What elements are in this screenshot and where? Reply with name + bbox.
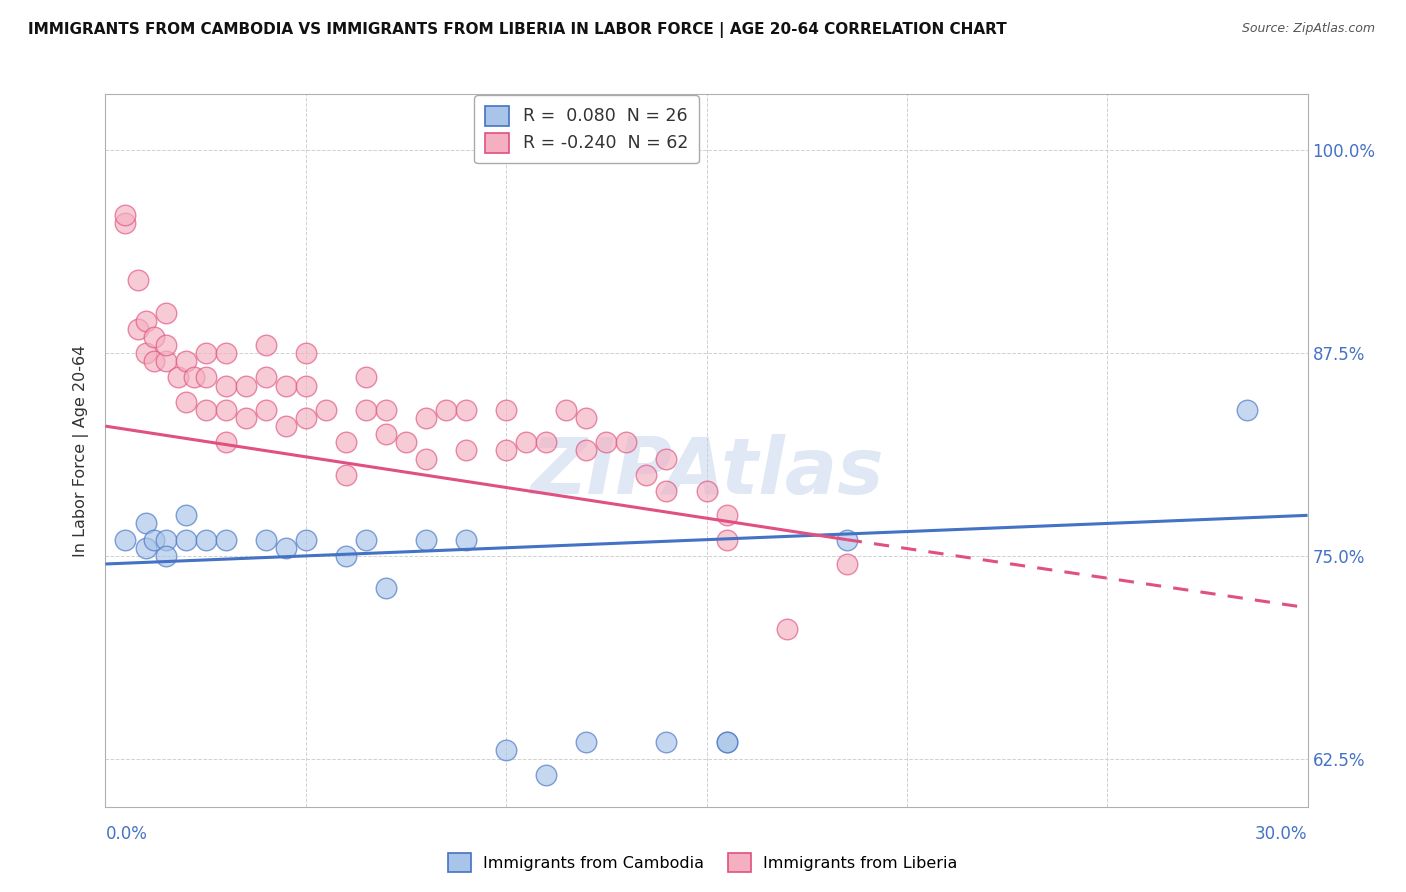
Point — [142, 354, 165, 368]
Point — [716, 508, 738, 523]
Point — [194, 346, 217, 360]
Point — [254, 533, 277, 547]
Point — [174, 508, 197, 523]
Point — [135, 346, 157, 360]
Point — [155, 338, 177, 352]
Text: 30.0%: 30.0% — [1256, 825, 1308, 843]
Point — [155, 533, 177, 547]
Point — [114, 208, 136, 222]
Point — [235, 411, 257, 425]
Point — [655, 451, 678, 466]
Point — [454, 443, 477, 458]
Point — [274, 419, 297, 434]
Point — [395, 435, 418, 450]
Point — [354, 370, 377, 384]
Point — [575, 411, 598, 425]
Point — [274, 378, 297, 392]
Point — [655, 483, 678, 498]
Text: 0.0%: 0.0% — [105, 825, 148, 843]
Point — [636, 467, 658, 482]
Point — [374, 427, 398, 442]
Y-axis label: In Labor Force | Age 20-64: In Labor Force | Age 20-64 — [73, 344, 90, 557]
Point — [135, 516, 157, 531]
Point — [655, 735, 678, 749]
Point — [555, 403, 578, 417]
Point — [214, 378, 236, 392]
Point — [534, 768, 557, 782]
Point — [716, 735, 738, 749]
Point — [696, 483, 718, 498]
Point — [495, 743, 517, 757]
Point — [495, 443, 517, 458]
Point — [335, 467, 357, 482]
Point — [454, 533, 477, 547]
Point — [135, 314, 157, 328]
Point — [214, 346, 236, 360]
Point — [835, 557, 858, 571]
Legend: Immigrants from Cambodia, Immigrants from Liberia: Immigrants from Cambodia, Immigrants fro… — [440, 845, 966, 880]
Point — [1236, 403, 1258, 417]
Point — [716, 735, 738, 749]
Point — [174, 354, 197, 368]
Point — [354, 403, 377, 417]
Point — [214, 533, 236, 547]
Point — [575, 443, 598, 458]
Point — [155, 549, 177, 563]
Point — [515, 435, 537, 450]
Legend: R =  0.080  N = 26, R = -0.240  N = 62: R = 0.080 N = 26, R = -0.240 N = 62 — [474, 95, 699, 163]
Point — [295, 346, 318, 360]
Point — [616, 435, 638, 450]
Point — [415, 533, 437, 547]
Point — [295, 533, 318, 547]
Point — [235, 378, 257, 392]
Point — [174, 533, 197, 547]
Point — [194, 403, 217, 417]
Point — [295, 411, 318, 425]
Point — [135, 541, 157, 555]
Point — [127, 322, 149, 336]
Point — [295, 378, 318, 392]
Point — [166, 370, 188, 384]
Point — [335, 435, 357, 450]
Point — [374, 403, 398, 417]
Point — [254, 403, 277, 417]
Point — [142, 330, 165, 344]
Point — [114, 216, 136, 230]
Point — [194, 533, 217, 547]
Point — [335, 549, 357, 563]
Point — [194, 370, 217, 384]
Point — [142, 533, 165, 547]
Point — [534, 435, 557, 450]
Point — [415, 411, 437, 425]
Point — [155, 354, 177, 368]
Point — [354, 533, 377, 547]
Point — [716, 533, 738, 547]
Point — [835, 533, 858, 547]
Point — [595, 435, 617, 450]
Point — [274, 541, 297, 555]
Point — [374, 582, 398, 596]
Point — [155, 305, 177, 319]
Point — [454, 403, 477, 417]
Point — [415, 451, 437, 466]
Point — [776, 622, 799, 636]
Point — [214, 435, 236, 450]
Point — [315, 403, 337, 417]
Point — [254, 338, 277, 352]
Point — [174, 394, 197, 409]
Point — [495, 403, 517, 417]
Point — [434, 403, 457, 417]
Point — [127, 273, 149, 287]
Point — [254, 370, 277, 384]
Point — [183, 370, 205, 384]
Text: IMMIGRANTS FROM CAMBODIA VS IMMIGRANTS FROM LIBERIA IN LABOR FORCE | AGE 20-64 C: IMMIGRANTS FROM CAMBODIA VS IMMIGRANTS F… — [28, 22, 1007, 38]
Point — [575, 735, 598, 749]
Text: ZIPAtlas: ZIPAtlas — [530, 434, 883, 510]
Point — [114, 533, 136, 547]
Point — [214, 403, 236, 417]
Text: Source: ZipAtlas.com: Source: ZipAtlas.com — [1241, 22, 1375, 36]
